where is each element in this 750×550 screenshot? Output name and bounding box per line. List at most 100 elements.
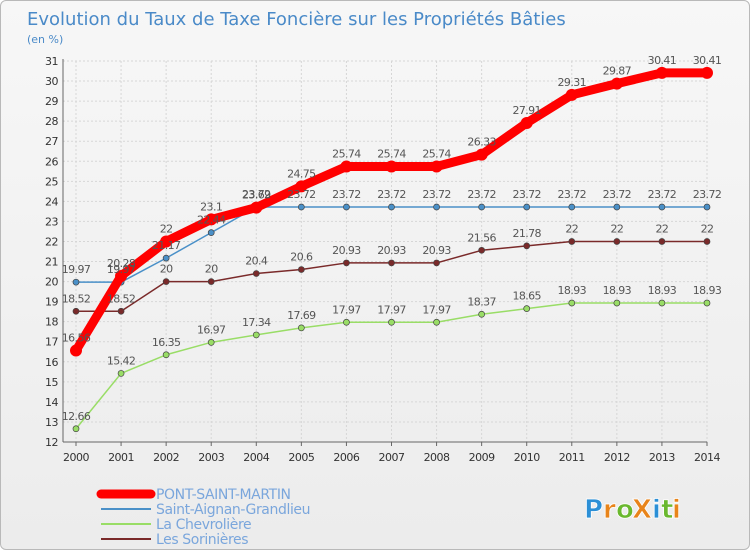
data-point [117, 370, 125, 377]
data-label: 27.91 [512, 104, 541, 117]
y-tick-label: 13 [45, 416, 58, 429]
data-point [430, 160, 443, 173]
x-tick-label: 2006 [333, 451, 359, 464]
data-point [388, 318, 395, 326]
y-tick-label: 15 [45, 376, 58, 389]
data-label: 20.93 [332, 244, 361, 257]
data-point [162, 254, 170, 262]
data-label: 20.28 [107, 257, 136, 270]
data-label: 23.72 [287, 188, 316, 201]
data-label: 29.87 [603, 65, 632, 78]
x-tick-label: 2010 [514, 451, 540, 464]
data-label: 23.72 [512, 188, 541, 201]
data-point [613, 203, 621, 211]
data-label: 23.72 [467, 188, 496, 201]
data-label: 18.37 [467, 295, 496, 308]
data-label: 25.74 [332, 147, 361, 160]
data-label: 20 [205, 263, 218, 276]
legend-entry: Les Sorinières [156, 532, 248, 548]
data-point [568, 203, 576, 211]
data-point [523, 203, 531, 211]
data-point [433, 318, 440, 326]
data-point [523, 242, 531, 250]
x-tick-label: 2005 [288, 451, 314, 464]
data-point [70, 344, 82, 357]
data-label: 23.72 [422, 188, 451, 201]
y-tick-label: 28 [45, 115, 58, 128]
data-point [565, 88, 578, 101]
grid [63, 60, 708, 443]
y-tick-label: 18 [45, 316, 58, 329]
logo-letter: P [584, 495, 603, 525]
y-axis-label: (en %) [27, 33, 63, 46]
data-point [72, 278, 80, 286]
legend-entry: PONT-SAINT-MARTIN [156, 487, 291, 503]
y-tick-label: 17 [45, 336, 58, 349]
data-point [478, 246, 485, 254]
data-label: 18.93 [693, 284, 722, 297]
data-point [475, 148, 488, 161]
data-label: 23.72 [693, 188, 722, 201]
data-label: 20.93 [377, 244, 406, 257]
y-tick-label: 30 [45, 75, 58, 88]
data-label: 22 [656, 222, 669, 235]
data-point [478, 203, 485, 211]
data-point [613, 299, 621, 307]
data-label: 17.34 [242, 316, 271, 329]
data-point [340, 160, 353, 173]
data-point [388, 203, 395, 211]
data-label: 20 [160, 263, 173, 276]
x-tick-label: 2012 [604, 451, 630, 464]
data-label: 12.66 [62, 410, 91, 423]
data-label: 23.69 [242, 189, 271, 202]
data-label: 17.69 [287, 309, 316, 322]
data-point [343, 259, 350, 267]
y-tick-label: 21 [45, 256, 58, 269]
data-label: 20.6 [290, 251, 313, 264]
y-tick-label: 14 [45, 396, 58, 409]
x-tick-label: 2011 [559, 451, 585, 464]
data-label: 18.52 [62, 292, 91, 305]
data-label: 18.93 [648, 284, 677, 297]
data-point [343, 318, 350, 326]
data-point [298, 266, 305, 273]
data-label: 17.97 [377, 303, 406, 316]
series-layer: 18.52 18.52 20 20 20.4 20.6 20.93 20.93 20.93 21.… [62, 54, 722, 433]
data-point [72, 307, 80, 315]
data-label: 22 [610, 222, 623, 235]
x-tick-label: 2000 [63, 451, 89, 464]
data-point [298, 203, 305, 211]
y-tick-label: 25 [45, 175, 58, 188]
legend-entry: Saint-Aignan-Grandlieu [156, 502, 310, 518]
data-label: 21.78 [512, 227, 541, 240]
x-tick-label: 2013 [649, 451, 675, 464]
data-label: 16.35 [152, 336, 181, 349]
x-tick-label: 2014 [694, 451, 720, 464]
data-label: 24.75 [287, 167, 316, 180]
y-tick-label: 20 [45, 276, 58, 289]
data-point [117, 307, 125, 315]
data-point [613, 238, 621, 245]
y-tick-label: 19 [45, 296, 58, 309]
y-tick-label: 12 [45, 436, 58, 449]
data-label: 18.93 [603, 284, 632, 297]
data-label: 15.42 [107, 354, 136, 367]
y-tick-label: 29 [45, 95, 58, 108]
x-tick-label: 2009 [469, 451, 495, 464]
x-tick-label: 2007 [379, 451, 405, 464]
data-point [252, 270, 260, 277]
logo-letter: t [661, 495, 673, 525]
data-point [295, 180, 308, 193]
data-label: 25.74 [422, 147, 451, 160]
y-tick-label: 22 [45, 235, 58, 248]
data-label: 21.17 [152, 239, 181, 252]
data-label: 20.93 [422, 244, 451, 257]
data-label: 30.41 [648, 54, 677, 67]
data-point [160, 235, 173, 248]
data-label: 23.72 [648, 188, 677, 201]
y-tick-label: 27 [45, 135, 58, 148]
data-point [252, 331, 260, 339]
data-label: 23.72 [558, 188, 587, 201]
data-label: 18.65 [512, 290, 541, 303]
